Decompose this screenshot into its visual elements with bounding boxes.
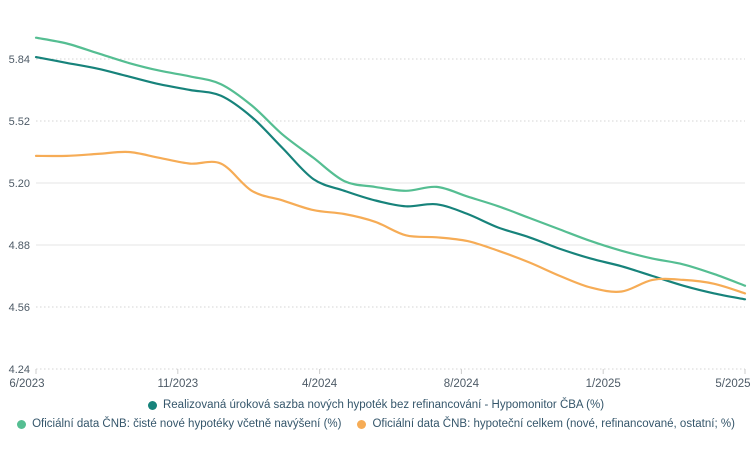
legend-label-cnb-celkem: Oficiální data ČNB: hypoteční celkem (no…: [372, 418, 735, 430]
series-marker-icon: [147, 400, 157, 410]
y-axis-tick-label: 4.56: [9, 302, 30, 314]
legend-label-cnb-ciste-nove: Oficiální data ČNB: čisté nové hypotéky …: [32, 418, 342, 430]
y-axis-tick-label: 5.20: [9, 178, 30, 190]
chart-legend: Realizovaná úroková sazba nových hypoték…: [0, 399, 752, 430]
line-chart-canvas: 4.24 4.56 4.88 5.20 5.52 5.84 6/2023 11/2023 4/2…: [9, 36, 751, 390]
legend-row-1: Realizovaná úroková sazba nových hypoték…: [147, 399, 605, 411]
y-axis-tick-label: 4.88: [9, 240, 30, 252]
series-marker-icon: [357, 419, 367, 429]
series-line-1[interactable]: [34, 36, 747, 287]
legend-item-cnb-celkem[interactable]: Oficiální data ČNB: hypoteční celkem (no…: [357, 418, 735, 430]
x-axis-tick-label: 11/2023: [157, 378, 198, 390]
legend-label-hypomonitor-cba: Realizovaná úroková sazba nových hypoték…: [162, 399, 605, 411]
x-axis-tick-label: 4/2024: [302, 378, 338, 390]
legend-row-2: Oficiální data ČNB: čisté nové hypotéky …: [17, 418, 735, 430]
x-axis-tick-label: 6/2023: [9, 378, 44, 390]
series-line-2[interactable]: [34, 150, 747, 295]
mortgage-rates-chart: 4.24 4.56 4.88 5.20 5.52 5.84 6/2023 11/2023 4/2…: [9, 36, 751, 390]
y-axis-tick-label: 5.52: [9, 116, 30, 128]
y-axis-tick-label: 5.84: [9, 54, 30, 66]
y-axis-tick-label: 4.24: [9, 364, 30, 376]
legend-item-cnb-ciste-nove[interactable]: Oficiální data ČNB: čisté nové hypotéky …: [17, 418, 341, 430]
legend-item-hypomonitor-cba[interactable]: Realizovaná úroková sazba nových hypoték…: [147, 399, 605, 411]
x-axis-tick-label: 5/2025: [715, 378, 750, 390]
series-marker-icon: [17, 419, 27, 429]
x-axis-tick-label: 1/2025: [586, 378, 621, 390]
series-line-0[interactable]: [34, 56, 747, 301]
x-axis-tick-label: 8/2024: [444, 378, 480, 390]
